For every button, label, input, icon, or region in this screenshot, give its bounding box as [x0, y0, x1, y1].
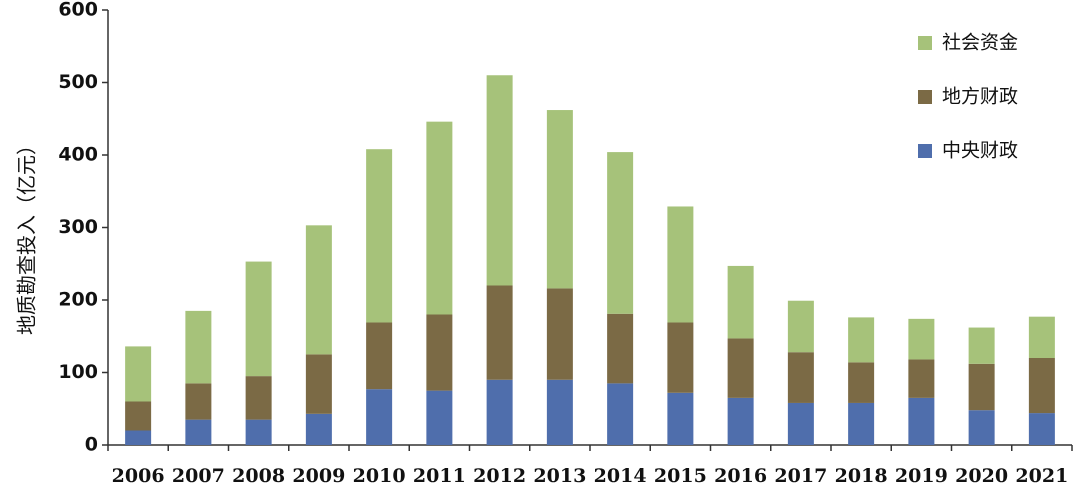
bar-segment — [125, 430, 152, 445]
bar-segment — [426, 314, 453, 391]
bar-segment — [486, 75, 513, 286]
bar-segment — [245, 261, 272, 377]
y-tick-label: 600 — [58, 0, 98, 21]
bar-segment — [968, 363, 995, 411]
bar-segment — [968, 327, 995, 364]
bar-segment — [185, 310, 212, 384]
bar-segment — [607, 383, 634, 445]
bars — [125, 75, 1055, 445]
bar-segment — [546, 288, 573, 380]
bar-segment — [486, 379, 513, 445]
legend-label: 中央财政 — [942, 140, 1018, 162]
x-tick-label: 2014 — [594, 465, 647, 487]
x-tick-label: 2010 — [353, 465, 406, 487]
bar-segment — [908, 318, 935, 360]
x-tick-label: 2016 — [714, 465, 767, 487]
x-tick-label: 2021 — [1015, 465, 1068, 487]
bar-segment — [185, 419, 212, 445]
y-axis: 0 100 200 300 400 500 600 — [58, 0, 109, 456]
bar-segment — [848, 362, 875, 403]
x-tick-label: 2017 — [774, 465, 827, 487]
bar-segment — [787, 300, 814, 353]
x-tick-label: 2007 — [172, 465, 225, 487]
legend-swatch — [918, 90, 932, 104]
bar-segment — [607, 313, 634, 384]
bar-segment — [787, 352, 814, 403]
x-tick-label: 2015 — [654, 465, 707, 487]
x-tick-label: 2011 — [413, 465, 466, 487]
y-tick-label: 500 — [58, 71, 98, 93]
x-tick-label: 2008 — [232, 465, 285, 487]
legend-label: 社会资金 — [942, 32, 1018, 54]
y-tick-label: 300 — [58, 216, 98, 238]
bar-segment — [667, 322, 694, 393]
bar-segment — [426, 121, 453, 315]
bar-segment — [245, 376, 272, 420]
x-tick-label: 2019 — [895, 465, 948, 487]
bar-segment — [727, 265, 754, 339]
bar-segment — [486, 285, 513, 380]
bar-segment — [908, 359, 935, 398]
bar-segment — [125, 346, 152, 402]
y-tick-label: 100 — [58, 361, 98, 383]
bar-segment — [366, 322, 393, 390]
bar-segment — [607, 152, 634, 314]
bar-segment — [1028, 413, 1055, 445]
x-tick-label: 2012 — [473, 465, 526, 487]
x-axis: 2006 2007 2008 2009 2010 2011 2012 2013 2014 2015… — [107, 444, 1073, 487]
x-tick-label: 2009 — [292, 465, 345, 487]
bar-segment — [305, 225, 332, 355]
bar-segment — [968, 410, 995, 445]
bar-segment — [908, 397, 935, 445]
bar-segment — [787, 402, 814, 445]
x-tick-label: 2020 — [955, 465, 1008, 487]
legend-swatch — [918, 36, 932, 50]
legend-label: 地方财政 — [942, 86, 1018, 108]
bar-segment — [1028, 316, 1055, 358]
bar-segment — [1028, 358, 1055, 414]
bar-segment — [848, 402, 875, 445]
y-tick-label: 0 — [85, 434, 98, 456]
bar-segment — [667, 392, 694, 445]
bar-segment — [426, 390, 453, 445]
x-tick-label: 2018 — [835, 465, 888, 487]
bar-segment — [727, 338, 754, 398]
bar-segment — [245, 419, 272, 445]
bar-segment — [125, 401, 152, 431]
bar-segment — [305, 354, 332, 414]
bar-segment — [546, 110, 573, 289]
bar-segment — [366, 149, 393, 323]
bar-segment — [546, 379, 573, 445]
bar-segment — [727, 397, 754, 445]
bar-segment — [848, 317, 875, 363]
x-tick-label: 2006 — [112, 465, 165, 487]
legend-swatch — [918, 144, 932, 158]
bar-segment — [305, 413, 332, 445]
y-axis-label: 地质勘查投入（亿元） — [15, 135, 39, 335]
bar-segment — [185, 383, 212, 420]
y-tick-label: 400 — [58, 144, 98, 166]
bar-segment — [667, 206, 694, 323]
bar-segment — [366, 389, 393, 445]
x-tick-label: 2013 — [533, 465, 586, 487]
y-tick-label: 200 — [58, 289, 98, 311]
